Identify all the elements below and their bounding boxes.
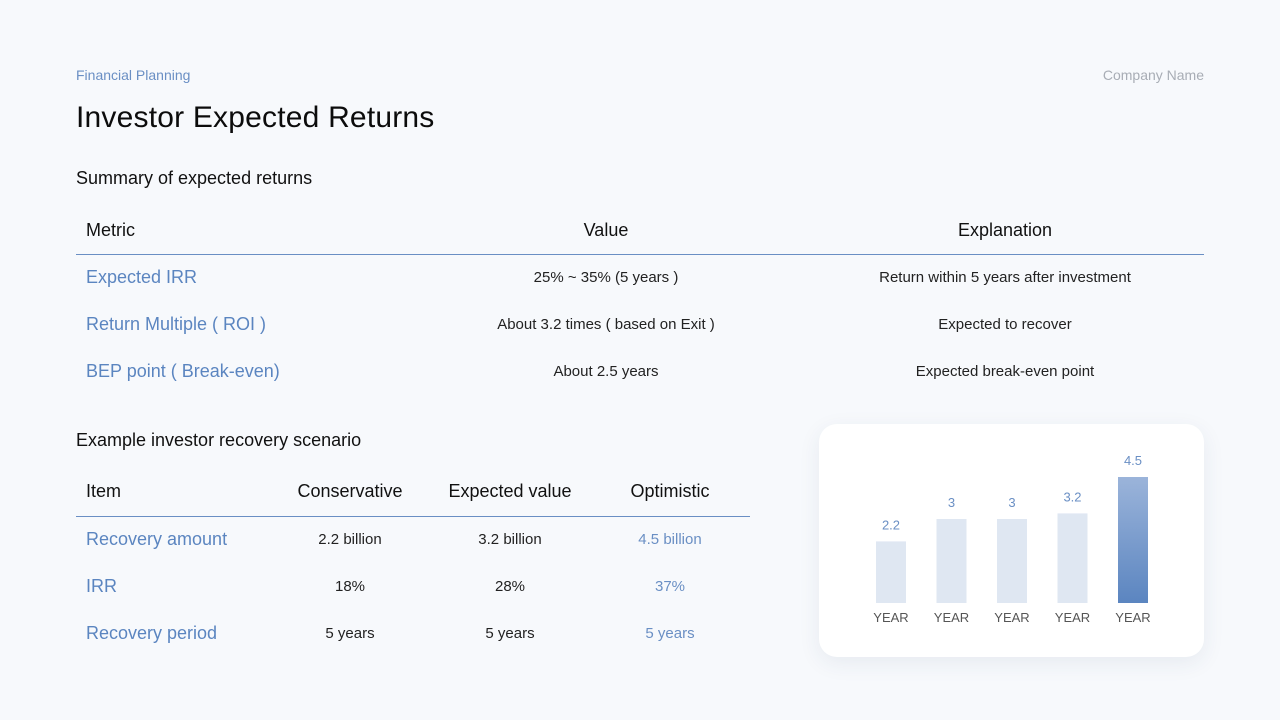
data-label-4: 3.2: [1063, 489, 1081, 504]
summary-heading: Summary of expected returns: [76, 168, 313, 188]
column-header-metric: Metric: [86, 219, 135, 240]
x-tick-label-4: YEAR: [1055, 610, 1090, 625]
column-header-value: Value: [583, 219, 629, 240]
conservative-cell: 18%: [334, 578, 366, 595]
column-header-conservative: Conservative: [297, 481, 403, 502]
table-row: Recovery amount 2.2 billion 3.2 billion …: [76, 516, 750, 563]
table-row: IRR 18% 28% 37%: [76, 563, 750, 610]
company-name: Company Name: [1102, 67, 1204, 83]
metric-cell: BEP point ( Break-even): [86, 361, 280, 381]
expected-cell: 28%: [494, 578, 526, 595]
page-title: Investor Expected Returns: [76, 101, 435, 134]
optimistic-cell: 4.5 billion: [638, 531, 702, 549]
conservative-cell: 2.2 billion: [318, 531, 382, 549]
scenario-heading: Example investor recovery scenario: [76, 430, 362, 450]
column-header-expected: Expected value: [448, 481, 572, 502]
optimistic-cell: 5 years: [645, 625, 695, 642]
x-tick-label-3: YEAR: [994, 610, 1029, 625]
chart-card: 2.2 YEAR 3 YEAR 3 YEAR 3.2 YEAR 4.5 YEAR: [819, 424, 1204, 657]
expected-cell: 3.2 billion: [478, 531, 542, 549]
data-label-1: 2.2: [882, 517, 900, 532]
summary-table: Metric Value Explanation Expected IRR 25…: [76, 207, 1204, 395]
table-row: Recovery period 5 years 5 years 5 years: [76, 610, 750, 657]
x-tick-label-2: YEAR: [934, 610, 969, 625]
bar-chart: 2.2 YEAR 3 YEAR 3 YEAR 3.2 YEAR 4.5 YEAR: [873, 453, 1150, 625]
data-label-3: 3: [1008, 495, 1015, 510]
data-label-5: 4.5: [1124, 453, 1142, 468]
bar-4: [1057, 513, 1088, 603]
item-cell: IRR: [86, 576, 117, 596]
optimistic-cell: 37%: [654, 578, 686, 595]
bar-3: [997, 519, 1027, 603]
value-cell: About 3.2 times ( based on Exit ): [497, 316, 715, 333]
eyebrow-label: Financial Planning: [76, 67, 191, 83]
item-cell: Recovery amount: [86, 529, 228, 550]
expected-cell: 5 years: [485, 625, 535, 642]
metric-cell: Expected IRR: [86, 267, 198, 288]
value-cell: About 2.5 years: [553, 363, 659, 380]
bar-2: [936, 519, 967, 603]
scenario-header-row: Item Conservative Expected value Optimis…: [76, 468, 750, 516]
bar-1: [876, 541, 906, 603]
column-header-explanation: Explanation: [957, 219, 1053, 240]
column-header-optimistic: Optimistic: [630, 481, 710, 502]
explanation-cell: Expected to recover: [938, 316, 1072, 333]
explanation-cell: Expected break-even point: [915, 363, 1095, 380]
value-cell: 25% ~ 35% (5 years ): [533, 269, 679, 287]
conservative-cell: 5 years: [325, 625, 375, 642]
item-cell: Recovery period: [86, 623, 218, 643]
table-row: Return Multiple ( ROI ) About 3.2 times …: [76, 301, 1204, 348]
table-row: Expected IRR 25% ~ 35% (5 years ) Return…: [76, 254, 1204, 301]
summary-header-row: Metric Value Explanation: [76, 207, 1204, 254]
x-tick-label-5: YEAR: [1115, 610, 1150, 625]
data-label-2: 3: [948, 495, 955, 510]
column-header-item: Item: [86, 481, 122, 502]
x-tick-label-1: YEAR: [873, 610, 908, 625]
explanation-cell: Return within 5 years after investment: [879, 269, 1131, 287]
metric-cell: Return Multiple ( ROI ): [86, 314, 267, 334]
table-row: BEP point ( Break-even) About 2.5 years …: [76, 348, 1204, 395]
bar-5: [1118, 477, 1148, 603]
scenario-table: Item Conservative Expected value Optimis…: [76, 468, 750, 657]
